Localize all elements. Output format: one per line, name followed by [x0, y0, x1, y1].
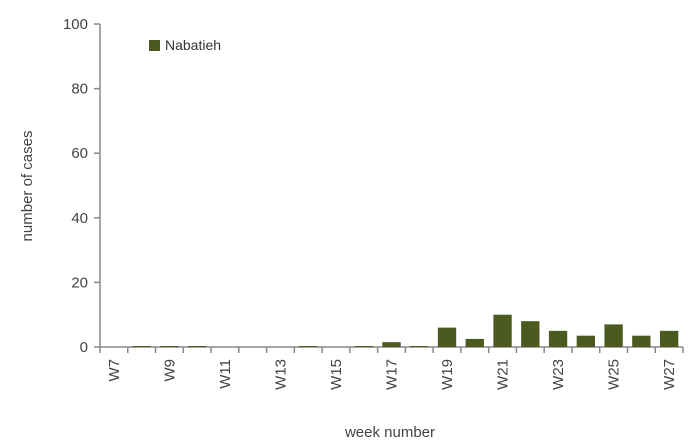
bar-W8	[132, 346, 151, 348]
bar-W14	[299, 346, 318, 348]
y-axis-title: number of cases	[19, 131, 36, 242]
bar-W25	[604, 324, 623, 347]
x-tick-label: W17	[384, 359, 401, 390]
x-axis: W7 W9 W11 W13 W15 W17 W19 W21 W23 W25 W27	[99, 346, 684, 390]
y-axis: 0 20 40 60 80 100	[63, 16, 101, 356]
bar-W9	[160, 346, 179, 348]
legend-label-nabatieh: Nabatieh	[165, 37, 221, 53]
bar-W22	[521, 321, 540, 347]
bars	[132, 314, 679, 348]
x-tick-label: W15	[328, 359, 345, 390]
y-tick-label: 60	[71, 145, 88, 162]
legend-swatch-nabatieh	[149, 40, 160, 51]
y-tick-label: 0	[80, 339, 88, 356]
bar-W17	[382, 342, 401, 347]
legend: Nabatieh	[149, 37, 221, 53]
bar-W20	[465, 338, 484, 347]
y-tick-label: 20	[71, 274, 88, 291]
y-tick-label: 80	[71, 81, 88, 98]
y-tick-label: 100	[63, 16, 88, 33]
bar-W10	[188, 346, 207, 348]
x-axis-title: week number	[344, 424, 435, 441]
x-tick-label: W23	[550, 359, 567, 390]
bar-W26	[632, 335, 651, 347]
bar-W18	[410, 346, 429, 348]
bar-W16	[354, 346, 373, 348]
x-tick-label: W13	[272, 359, 289, 390]
x-tick-label: W9	[161, 359, 178, 382]
bar-W23	[548, 330, 568, 347]
x-tick-label: W11	[217, 359, 234, 389]
x-tick-label: W21	[495, 359, 512, 390]
x-tick-label: W25	[606, 359, 623, 390]
bar-W21	[493, 314, 512, 347]
x-tick-label: W19	[439, 359, 456, 390]
bar-W19	[437, 327, 457, 347]
y-tick-label: 40	[71, 210, 88, 227]
bar-W24	[576, 335, 595, 347]
x-tick-label: W27	[661, 359, 678, 390]
x-tick-label: W7	[106, 359, 123, 382]
bar-W27	[659, 330, 679, 347]
